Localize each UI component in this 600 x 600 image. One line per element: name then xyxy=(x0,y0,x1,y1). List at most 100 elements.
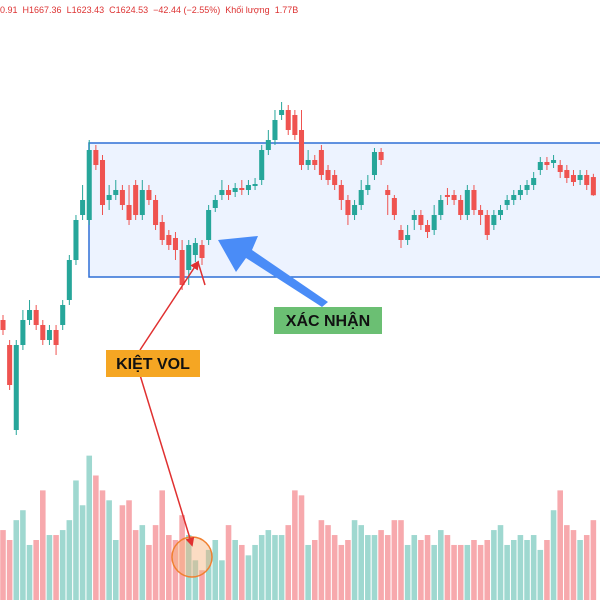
candle-body xyxy=(425,225,431,232)
candle-body xyxy=(497,210,504,215)
volume-bar xyxy=(544,540,550,600)
volume-bar xyxy=(126,500,132,600)
header-item: 0.91 xyxy=(0,5,18,15)
volume-bar xyxy=(577,540,583,600)
volume-bar xyxy=(225,525,232,600)
volume-bar xyxy=(0,530,6,600)
volume-bar xyxy=(159,490,165,600)
volume-bar xyxy=(278,535,285,600)
candle-body xyxy=(60,305,66,325)
candle-body xyxy=(524,185,530,190)
candle-body xyxy=(338,185,344,200)
volume-bar xyxy=(73,480,79,600)
volume-bar xyxy=(239,544,245,600)
volume-bar xyxy=(398,520,404,600)
volume-bar xyxy=(404,544,411,600)
volume-bar xyxy=(325,525,331,600)
volume-bar xyxy=(530,535,537,600)
volume-bar xyxy=(497,525,504,600)
volume-bar xyxy=(26,544,33,600)
volume-bar xyxy=(311,540,318,600)
volume-bar xyxy=(199,570,205,600)
volume-bar xyxy=(152,525,159,600)
header-item: L1623.43 xyxy=(67,5,105,15)
candle-body xyxy=(232,188,238,192)
volume-bar xyxy=(13,520,20,600)
volume-bar xyxy=(272,535,278,600)
arrow-to-volume xyxy=(139,374,195,547)
volume-bar xyxy=(471,540,477,600)
candle-body xyxy=(66,260,72,300)
candle-body xyxy=(411,215,417,220)
candle-body xyxy=(166,235,172,245)
candle-body xyxy=(478,210,484,215)
candle-body xyxy=(126,205,132,220)
candle-body xyxy=(590,177,596,196)
candle-body xyxy=(418,215,424,225)
volume-bar xyxy=(438,530,444,600)
candle-body xyxy=(405,235,411,240)
volume-bar xyxy=(510,540,517,600)
volume-bar xyxy=(570,530,577,600)
dry-volume-label: KIỆT VOL xyxy=(116,354,190,373)
candle-body xyxy=(99,160,106,205)
candle-body xyxy=(577,175,583,180)
volume-bar xyxy=(185,535,192,600)
volume-bar xyxy=(292,490,298,600)
volume-bar xyxy=(358,525,364,600)
volume-bar xyxy=(232,540,238,600)
volume-bar xyxy=(298,495,305,600)
volume-bar xyxy=(6,540,13,600)
candle-body xyxy=(179,250,185,285)
candle-body xyxy=(20,320,26,345)
candle-body xyxy=(172,238,178,250)
volume-bar xyxy=(477,544,484,600)
volume-bar xyxy=(93,475,99,600)
volume-bar xyxy=(484,540,491,600)
volume-bar xyxy=(46,535,53,600)
header-item: H1667.36 xyxy=(23,5,62,15)
candle-body xyxy=(40,325,46,340)
volume-bar xyxy=(378,530,384,600)
volume-bar xyxy=(504,544,510,600)
volume-bar xyxy=(146,544,152,600)
header-item: 1.77B xyxy=(275,5,299,15)
arrow-to-candle-tail xyxy=(197,261,206,286)
volume-bar xyxy=(132,530,139,600)
candle-body xyxy=(252,184,258,186)
candle-body xyxy=(212,200,218,208)
volume-bar xyxy=(219,560,225,600)
volume-bar xyxy=(205,549,212,600)
volume-bar xyxy=(79,505,86,600)
volume-bar xyxy=(365,535,371,600)
candle-body xyxy=(113,190,119,195)
candle-body xyxy=(537,162,543,170)
candle-body xyxy=(7,345,13,385)
volume-bar xyxy=(411,535,418,600)
candle-body xyxy=(192,243,198,255)
candle-body xyxy=(444,195,450,197)
candle-body xyxy=(298,130,305,165)
candle-body xyxy=(325,170,331,180)
candle-body xyxy=(206,210,212,240)
candle-body xyxy=(153,200,159,225)
candle-body xyxy=(146,190,152,200)
header-item: Khối lượng xyxy=(225,5,269,15)
volume-bar xyxy=(457,544,464,600)
candle-body xyxy=(199,245,205,258)
volume-bar xyxy=(424,535,431,600)
volume-bar xyxy=(464,544,471,600)
volume-bar xyxy=(537,549,544,600)
volume-bar xyxy=(192,560,199,600)
header-item: C1624.53 xyxy=(109,5,148,15)
candle-body xyxy=(0,320,6,330)
candle-body xyxy=(312,160,318,165)
volume-bar xyxy=(590,520,597,600)
candle-body xyxy=(431,215,437,230)
candle-body xyxy=(385,190,391,195)
candle-body xyxy=(564,170,570,178)
volume-bar xyxy=(451,544,457,600)
candle-body xyxy=(139,190,145,215)
volume-bar xyxy=(550,510,557,600)
